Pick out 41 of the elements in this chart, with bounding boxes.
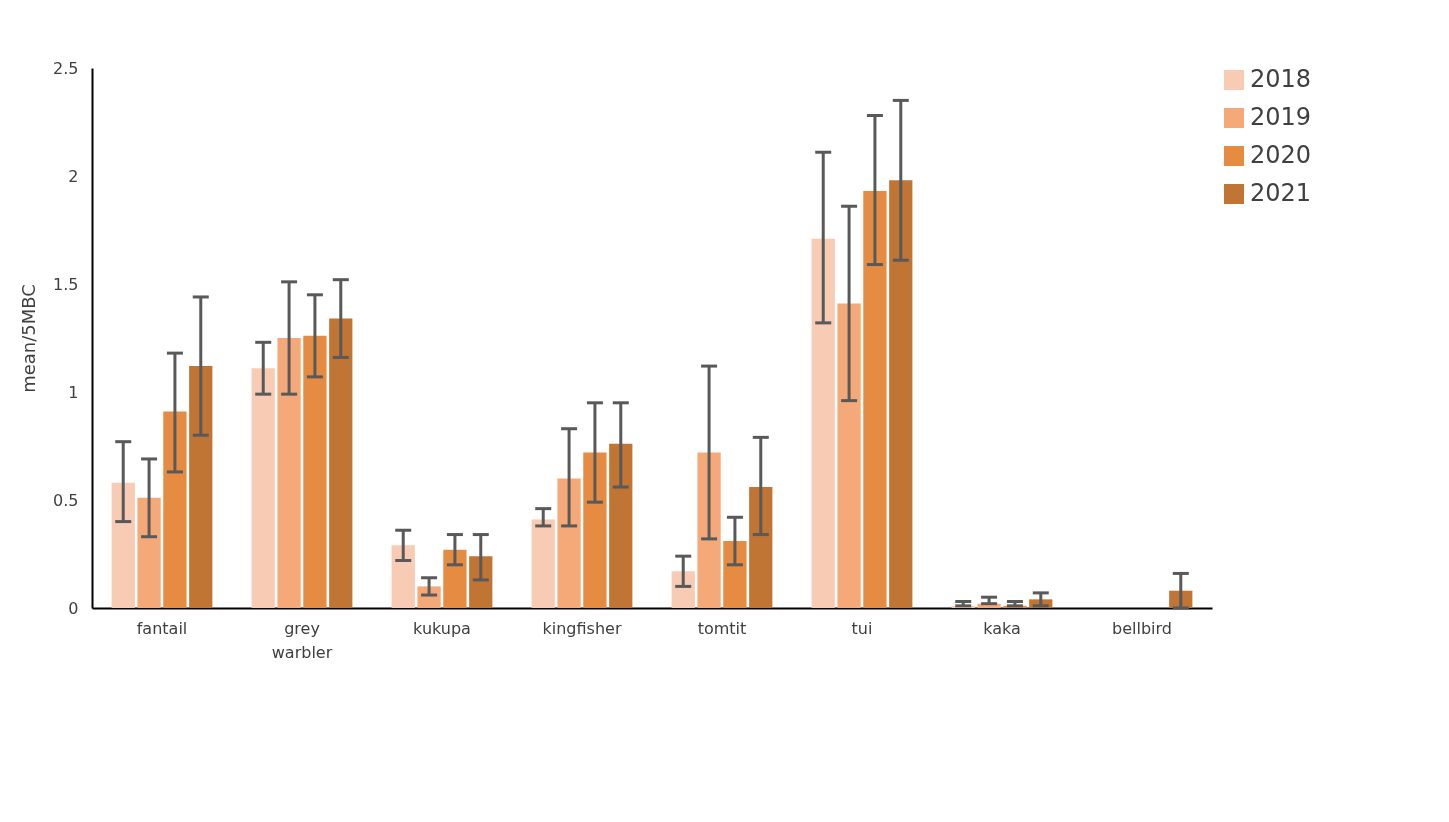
bar xyxy=(749,487,773,608)
x-tick-label: grey warbler xyxy=(271,618,333,662)
legend-label: 2018 xyxy=(1250,65,1312,93)
legend-label: 2019 xyxy=(1250,103,1312,131)
bar xyxy=(531,519,555,608)
bar xyxy=(863,191,887,608)
bar xyxy=(137,497,161,608)
x-tick-label: kukupa xyxy=(413,618,471,638)
bar xyxy=(811,238,835,608)
y-axis-title: mean/5MBC xyxy=(18,284,40,393)
bar xyxy=(583,452,607,608)
bar xyxy=(889,180,913,608)
bar xyxy=(303,335,327,608)
x-tick-label: fantail xyxy=(136,618,188,638)
x-tick-label: tui xyxy=(851,618,873,638)
x-tick-label: kaka xyxy=(983,618,1021,638)
bar xyxy=(557,478,581,608)
y-tick-label: 0.5 xyxy=(53,490,79,510)
bar xyxy=(697,452,721,608)
x-tick-label: tomtit xyxy=(697,618,747,638)
bar xyxy=(391,545,415,608)
x-tick-label: bellbird xyxy=(1112,618,1172,638)
y-tick-label: 2 xyxy=(68,166,79,186)
bar xyxy=(329,318,353,608)
bar xyxy=(469,556,493,608)
bar xyxy=(251,368,275,608)
x-tick-label: kingfisher xyxy=(542,618,622,638)
bar xyxy=(189,366,213,608)
legend-label: 2021 xyxy=(1250,179,1312,207)
bar xyxy=(277,338,301,608)
legend-label: 2020 xyxy=(1250,141,1312,169)
bar xyxy=(111,482,135,608)
bar xyxy=(723,541,747,608)
y-tick-label: 0 xyxy=(68,598,79,618)
bar xyxy=(837,303,861,608)
bar xyxy=(609,443,633,608)
bar xyxy=(443,549,467,608)
y-tick-label: 1.5 xyxy=(53,274,79,294)
y-tick-label: 1 xyxy=(68,382,79,402)
y-tick-label: 2.5 xyxy=(53,58,79,78)
bar xyxy=(163,411,187,608)
